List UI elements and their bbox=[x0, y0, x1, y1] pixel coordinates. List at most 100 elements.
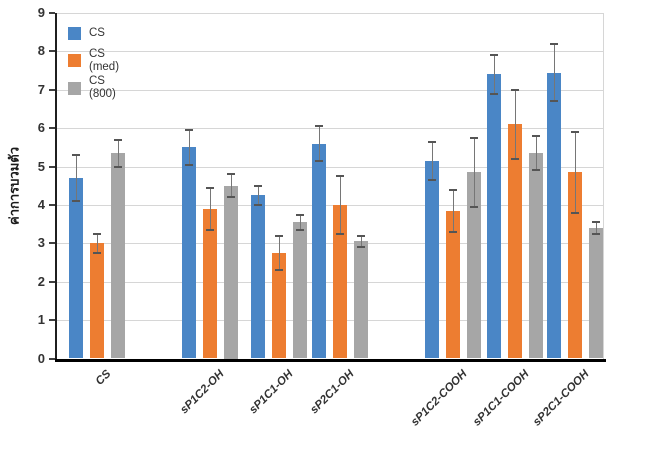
error-bar-cap-bottom bbox=[449, 230, 458, 233]
y-axis-tick bbox=[49, 280, 55, 283]
bar bbox=[353, 241, 368, 359]
gridline bbox=[57, 320, 603, 322]
error-bar bbox=[318, 126, 320, 161]
error-bar bbox=[554, 43, 556, 102]
x-axis-line bbox=[55, 358, 606, 362]
bar bbox=[547, 72, 562, 359]
error-bar-cap-top bbox=[296, 213, 305, 216]
x-axis-label: sP1C1-OH bbox=[247, 367, 296, 416]
error-bar bbox=[258, 185, 260, 205]
error-bar-cap-top bbox=[205, 186, 214, 189]
bar bbox=[332, 204, 347, 359]
legend-label: CS (800) bbox=[89, 75, 116, 100]
bar bbox=[508, 124, 523, 359]
error-bar-cap-top bbox=[226, 173, 235, 176]
bar bbox=[293, 222, 308, 359]
error-bar-cap-top bbox=[550, 42, 559, 45]
legend-swatch-1 bbox=[68, 26, 81, 40]
error-bar bbox=[596, 222, 598, 234]
y-axis-tick-label: 9 bbox=[37, 5, 45, 20]
error-bar-cap-bottom bbox=[205, 228, 214, 231]
error-bar-cap-bottom bbox=[275, 269, 284, 272]
gridline bbox=[57, 243, 603, 245]
bar bbox=[272, 252, 287, 359]
bar bbox=[487, 74, 502, 359]
gridline bbox=[57, 204, 603, 206]
y-axis-tick bbox=[49, 165, 55, 168]
error-bar bbox=[230, 174, 232, 198]
legend-swatch-2 bbox=[68, 54, 81, 67]
y-axis-title: ค่าการบวมตัว bbox=[6, 146, 22, 225]
x-axis-label: CS bbox=[94, 367, 114, 388]
error-bar-cap-bottom bbox=[335, 232, 344, 235]
error-bar-cap-bottom bbox=[470, 205, 479, 208]
y-axis-tick-label: 0 bbox=[37, 350, 45, 366]
error-bar-cap-bottom bbox=[550, 100, 559, 103]
x-axis-label: sP1C2-OH bbox=[178, 367, 227, 416]
error-bar-cap-top bbox=[335, 175, 344, 178]
y-axis-tick bbox=[49, 319, 55, 322]
bar bbox=[467, 172, 482, 359]
error-bar bbox=[76, 155, 78, 202]
legend-item: CS bbox=[68, 26, 105, 40]
error-bar bbox=[432, 141, 434, 180]
error-bar-cap-bottom bbox=[592, 232, 601, 235]
error-bar-cap-bottom bbox=[72, 200, 81, 203]
error-bar bbox=[339, 176, 341, 234]
bar bbox=[202, 208, 217, 359]
error-bar-cap-top bbox=[532, 134, 541, 137]
y-axis-tick bbox=[49, 88, 55, 91]
error-bar-cap-bottom bbox=[490, 92, 499, 95]
y-axis-tick-label: 2 bbox=[37, 273, 45, 289]
y-axis-tick bbox=[49, 127, 55, 130]
x-axis-label: sP2C1-COOH bbox=[531, 367, 592, 428]
gridline bbox=[57, 281, 603, 283]
error-bar-cap-bottom bbox=[226, 196, 235, 199]
error-bar-cap-bottom bbox=[254, 203, 263, 206]
error-bar bbox=[118, 139, 120, 167]
y-axis-tick bbox=[49, 242, 55, 245]
legend-item: CS (med) bbox=[68, 48, 119, 73]
error-bar-cap-top bbox=[356, 234, 365, 237]
legend-label: CS (med) bbox=[89, 47, 120, 73]
bar bbox=[69, 178, 84, 359]
error-bar-cap-top bbox=[254, 184, 263, 187]
bar bbox=[223, 185, 238, 359]
error-bar-cap-bottom bbox=[184, 163, 193, 166]
bar bbox=[446, 210, 461, 359]
error-bar-cap-top bbox=[490, 54, 499, 57]
error-bar-cap-bottom bbox=[314, 159, 323, 162]
error-bar bbox=[453, 189, 455, 232]
y-axis-line bbox=[55, 13, 57, 361]
error-bar-cap-top bbox=[449, 188, 458, 191]
error-bar bbox=[360, 235, 362, 248]
bar bbox=[529, 153, 544, 359]
error-bar-cap-bottom bbox=[532, 169, 541, 172]
y-axis-tick bbox=[49, 203, 55, 206]
bar bbox=[111, 153, 126, 359]
y-axis-tick-label: 1 bbox=[37, 312, 45, 328]
error-bar bbox=[575, 132, 577, 213]
error-bar-cap-bottom bbox=[356, 246, 365, 249]
plot-right-border bbox=[603, 13, 604, 359]
error-bar bbox=[209, 187, 211, 230]
legend-item: CS (800) bbox=[68, 75, 116, 100]
bar bbox=[425, 160, 440, 359]
y-axis-tick-label: 8 bbox=[37, 43, 45, 59]
error-bar-cap-bottom bbox=[114, 165, 123, 168]
gridline bbox=[57, 51, 603, 53]
bar bbox=[251, 195, 266, 359]
error-bar-cap-top bbox=[72, 154, 81, 157]
error-bar-cap-top bbox=[93, 232, 102, 235]
y-axis-tick bbox=[49, 357, 55, 360]
error-bar-cap-top bbox=[314, 125, 323, 128]
gridline bbox=[57, 128, 603, 130]
error-bar-cap-top bbox=[511, 88, 520, 91]
bar bbox=[568, 172, 583, 359]
error-bar bbox=[536, 135, 538, 171]
error-bar-cap-bottom bbox=[296, 228, 305, 231]
y-axis-tick-label: 4 bbox=[37, 196, 45, 212]
y-axis-tick-label: 3 bbox=[37, 235, 45, 251]
